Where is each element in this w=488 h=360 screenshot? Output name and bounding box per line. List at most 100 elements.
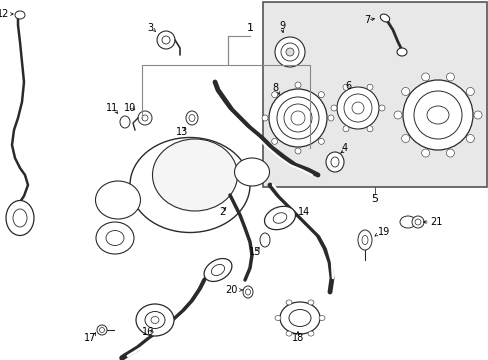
Ellipse shape	[413, 91, 461, 139]
Ellipse shape	[138, 111, 152, 125]
Ellipse shape	[401, 135, 409, 143]
Ellipse shape	[426, 106, 448, 124]
Ellipse shape	[378, 105, 384, 111]
Ellipse shape	[318, 315, 325, 320]
Ellipse shape	[151, 316, 159, 324]
Ellipse shape	[399, 216, 415, 228]
Ellipse shape	[97, 325, 107, 335]
Text: 13: 13	[176, 127, 188, 137]
Ellipse shape	[473, 111, 481, 119]
Ellipse shape	[446, 73, 453, 81]
Ellipse shape	[285, 331, 291, 336]
Ellipse shape	[411, 216, 423, 228]
Text: 14: 14	[297, 207, 309, 217]
Text: 9: 9	[278, 21, 285, 31]
Ellipse shape	[284, 104, 311, 132]
Ellipse shape	[95, 181, 140, 219]
Ellipse shape	[357, 230, 371, 250]
Ellipse shape	[268, 89, 326, 147]
Ellipse shape	[130, 138, 249, 233]
Text: 16: 16	[142, 327, 154, 337]
Text: 21: 21	[429, 217, 442, 227]
Ellipse shape	[185, 111, 198, 125]
Ellipse shape	[276, 97, 318, 139]
Ellipse shape	[325, 152, 343, 172]
Ellipse shape	[106, 230, 124, 246]
Ellipse shape	[342, 126, 348, 132]
Ellipse shape	[243, 286, 252, 298]
Ellipse shape	[189, 114, 195, 122]
Ellipse shape	[466, 87, 473, 95]
Text: 11: 11	[106, 103, 118, 113]
Ellipse shape	[245, 289, 250, 295]
Ellipse shape	[401, 87, 409, 95]
Ellipse shape	[414, 219, 420, 225]
Ellipse shape	[351, 102, 363, 114]
Ellipse shape	[99, 328, 104, 333]
Ellipse shape	[15, 11, 25, 19]
Ellipse shape	[234, 158, 269, 186]
Ellipse shape	[274, 315, 281, 320]
Text: 12: 12	[0, 9, 9, 19]
Text: 6: 6	[344, 81, 350, 91]
Text: 1: 1	[246, 23, 253, 33]
Text: 18: 18	[291, 333, 304, 343]
Ellipse shape	[380, 14, 389, 22]
Ellipse shape	[343, 94, 371, 122]
Ellipse shape	[285, 300, 291, 305]
Ellipse shape	[203, 258, 231, 282]
Text: 15: 15	[248, 247, 261, 257]
Ellipse shape	[288, 310, 310, 327]
Ellipse shape	[446, 149, 453, 157]
Ellipse shape	[157, 31, 175, 49]
Ellipse shape	[330, 157, 338, 167]
Text: 7: 7	[363, 15, 369, 25]
Ellipse shape	[13, 209, 27, 227]
Ellipse shape	[162, 36, 170, 44]
Ellipse shape	[393, 111, 401, 119]
Ellipse shape	[96, 222, 134, 254]
Ellipse shape	[136, 304, 174, 336]
Ellipse shape	[274, 37, 305, 67]
Ellipse shape	[262, 115, 267, 121]
Ellipse shape	[307, 331, 313, 336]
Ellipse shape	[366, 126, 372, 132]
Ellipse shape	[260, 233, 269, 247]
Text: 10: 10	[123, 103, 136, 113]
Ellipse shape	[273, 213, 286, 223]
Ellipse shape	[361, 235, 367, 244]
Ellipse shape	[152, 139, 237, 211]
Ellipse shape	[294, 148, 301, 154]
Ellipse shape	[318, 138, 324, 144]
Ellipse shape	[421, 149, 429, 157]
Ellipse shape	[466, 135, 473, 143]
Ellipse shape	[264, 206, 295, 230]
Text: 5: 5	[371, 194, 378, 204]
Text: 20: 20	[225, 285, 238, 295]
Bar	[263, 2, 486, 187]
Text: 17: 17	[83, 333, 96, 343]
Ellipse shape	[145, 311, 164, 328]
Ellipse shape	[281, 43, 298, 61]
Ellipse shape	[211, 265, 224, 275]
Ellipse shape	[342, 84, 348, 90]
Ellipse shape	[6, 201, 34, 235]
Ellipse shape	[330, 105, 336, 111]
Ellipse shape	[285, 48, 293, 56]
Ellipse shape	[327, 115, 333, 121]
Text: 2: 2	[219, 207, 224, 217]
Ellipse shape	[396, 48, 406, 56]
Ellipse shape	[294, 82, 301, 88]
Ellipse shape	[307, 300, 313, 305]
Ellipse shape	[421, 73, 429, 81]
Ellipse shape	[280, 302, 319, 334]
Text: 3: 3	[146, 23, 153, 33]
Ellipse shape	[402, 80, 472, 150]
Text: 4: 4	[341, 143, 347, 153]
Text: 8: 8	[271, 83, 278, 93]
Ellipse shape	[336, 87, 378, 129]
Ellipse shape	[271, 92, 277, 98]
Ellipse shape	[318, 92, 324, 98]
Ellipse shape	[120, 116, 130, 128]
Ellipse shape	[142, 115, 148, 121]
